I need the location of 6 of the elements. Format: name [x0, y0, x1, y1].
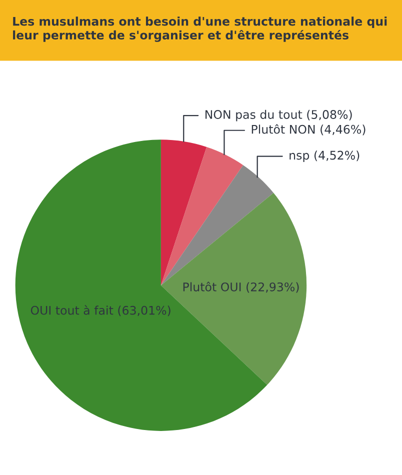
- slice-label: NON pas du tout (5,08%): [206, 110, 352, 122]
- slice-label: Plutôt NON (4,46%): [252, 124, 366, 136]
- chart-title: Les musulmans ont besoin d'une structure nationale qui leur permette de s'organiser et d'être représentés: [13, 16, 387, 42]
- slice-label: nsp (4,52%): [290, 150, 360, 162]
- slice-label: Plutôt OUI (22,93%): [183, 282, 299, 293]
- slice-label: OUI tout à fait (63,01%): [30, 305, 170, 316]
